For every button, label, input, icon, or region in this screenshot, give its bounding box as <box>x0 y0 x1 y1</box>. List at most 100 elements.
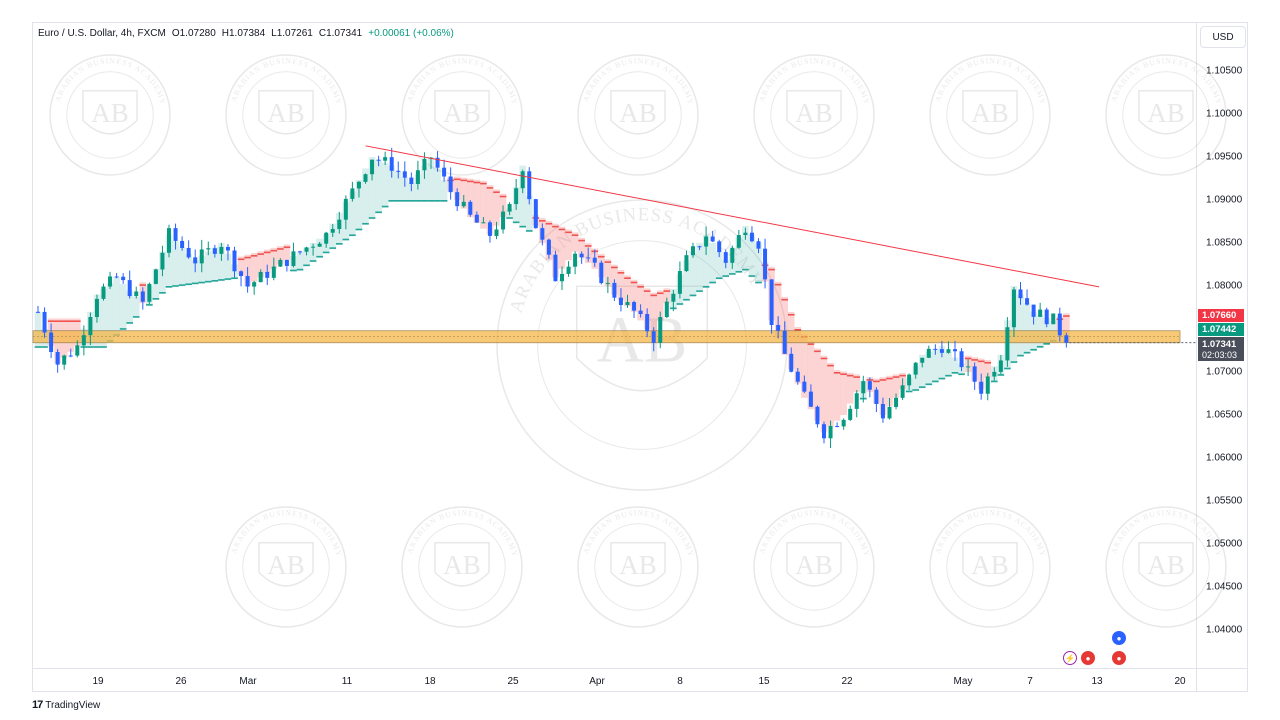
candle-body <box>36 311 40 313</box>
bar-countdown: 02:03:03 <box>1202 349 1238 360</box>
cloud-edge-bullish <box>375 211 382 214</box>
watermark-inner-ring <box>770 71 858 159</box>
candle-body <box>985 376 990 394</box>
candle-body <box>553 254 558 282</box>
cloud-fill-bullish <box>211 247 219 282</box>
cloud-edge-bullish <box>87 346 94 348</box>
candle-body <box>193 257 198 264</box>
time-axis-tick: 15 <box>758 676 770 687</box>
cloud-edge-bearish <box>263 251 271 254</box>
price-axis-tick: 1.10500 <box>1206 65 1243 77</box>
watermark-monogram: AB <box>267 550 305 580</box>
watermark-inner-ring <box>1122 71 1210 159</box>
watermark-ring <box>496 199 788 491</box>
watermark-monogram: AB <box>795 98 833 128</box>
cloud-fill-bearish <box>886 375 893 407</box>
time-axis-tick: 26 <box>175 676 187 687</box>
cloud-fill-bullish <box>709 243 716 284</box>
symbol-title[interactable]: Euro / U.S. Dollar, 4h, FXCM <box>38 28 166 39</box>
time-axis-tick: 18 <box>424 676 436 687</box>
candle-body <box>147 283 152 302</box>
candle-body <box>258 271 263 283</box>
candle-body <box>854 393 859 409</box>
watermark-monogram: AB <box>971 98 1009 128</box>
cloud-edge-bearish <box>768 268 775 271</box>
candle-body <box>94 298 99 318</box>
candle-body <box>461 201 466 207</box>
cloud-fill-bullish <box>368 157 376 220</box>
watermark-monogram: AB <box>91 98 129 128</box>
watermark-monogram: AB <box>971 550 1009 580</box>
candle-body <box>337 219 342 230</box>
watermark-ring <box>225 506 347 628</box>
cloud-fill-bullish <box>349 191 356 237</box>
candle-body <box>645 314 650 332</box>
candle-body <box>586 257 591 259</box>
cloud-edge-bearish <box>250 255 258 257</box>
candle-body <box>1057 313 1062 336</box>
cloud-fill-bullish <box>126 290 133 325</box>
eu-event-icon[interactable]: ● <box>1112 631 1126 645</box>
cloud-edge-bearish <box>656 292 664 295</box>
cloud-fill-bearish <box>853 374 861 393</box>
candle-body <box>625 302 630 306</box>
cloud-edge-bullish <box>1036 345 1044 348</box>
cloud-edge-bearish <box>493 191 500 193</box>
candle-body <box>75 345 80 356</box>
cloud-edge-bullish <box>126 322 133 324</box>
candle-body <box>959 351 964 368</box>
candle-body <box>560 273 564 282</box>
cloud-fill-bullish <box>362 168 369 225</box>
candle-body <box>507 204 512 212</box>
cloud-fill-bullish <box>748 234 756 278</box>
candle-body <box>697 246 702 248</box>
cloud-fill-bullish <box>427 157 435 202</box>
cloud-fill-bearish <box>565 229 572 261</box>
cloud-edge-bearish <box>60 320 68 322</box>
watermark-monogram: AB <box>443 550 481 580</box>
cloud-fill-bullish <box>303 247 310 267</box>
time-axis-tick: May <box>953 676 973 687</box>
trend-cloud <box>34 157 1070 433</box>
cloud-fill-bullish <box>1017 294 1024 357</box>
watermark-ring <box>753 506 875 628</box>
cloud-edge-bearish <box>270 249 278 252</box>
tradingview-brand: TradingView <box>45 699 101 711</box>
candle-body <box>894 397 899 407</box>
cloud-edge-bullish <box>159 292 166 294</box>
cloud-edge-bullish <box>945 374 952 377</box>
cloud-fill-bullish <box>394 171 402 202</box>
candle-body <box>828 426 833 439</box>
currency-button[interactable]: USD <box>1200 26 1246 48</box>
us-event-icon[interactable]: ● <box>1081 651 1095 665</box>
cloud-fill-bullish <box>218 243 225 282</box>
cloud-fill-bearish <box>840 371 847 415</box>
cloud-edge-bullish <box>689 294 697 297</box>
cloud-fill-bearish <box>833 370 841 421</box>
candle-body <box>186 247 191 258</box>
cloud-edge-bullish <box>394 200 402 202</box>
candle-body <box>1018 289 1023 299</box>
us-event-icon-2[interactable]: ● <box>1112 651 1126 665</box>
candle-body <box>114 276 119 278</box>
cloud-fill-bearish <box>630 279 638 312</box>
cloud-edge-bullish <box>958 373 965 376</box>
tradingview-footer: 17 TradingView <box>32 699 100 711</box>
watermark-shield-icon <box>576 285 708 392</box>
price-axis-divider <box>1196 22 1197 692</box>
cloud-edge-bearish <box>624 277 631 279</box>
cloud-edge-bearish <box>277 248 284 250</box>
cloud-fill-bullish <box>316 238 323 258</box>
candle-body <box>730 247 735 263</box>
cloud-fill-bearish <box>617 270 625 301</box>
watermark-ring <box>753 54 875 176</box>
candle-body <box>501 211 506 230</box>
cloud-edge-bearish <box>571 234 579 236</box>
watermark-inner-ring <box>594 523 682 611</box>
candle-body <box>422 158 427 171</box>
candle-body <box>926 348 931 358</box>
cloud-edge-bearish <box>781 298 788 301</box>
lightning-event-icon[interactable]: ⚡ <box>1063 651 1077 665</box>
